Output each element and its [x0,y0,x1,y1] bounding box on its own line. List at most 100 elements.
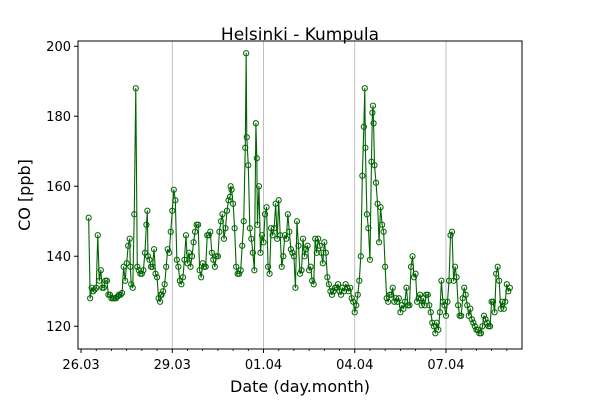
data-point [94,232,101,239]
data-point [429,319,436,326]
data-point [491,309,498,316]
data-point [272,200,279,207]
data-point [356,277,363,284]
data-point [248,235,255,242]
data-point [299,235,307,242]
data-point [506,284,513,291]
data-point [261,211,269,218]
data-point [461,284,468,291]
data-point [370,120,377,127]
data-point [365,225,372,232]
plot-frame [77,40,523,350]
data-point [369,109,376,116]
data-point [217,218,225,225]
data-point [253,155,260,162]
data-point [432,330,439,337]
data-point [245,162,252,169]
data-point [347,284,354,291]
data-point [207,228,214,235]
data-point [103,277,110,284]
data-point [312,235,319,242]
y-tick-label: 140 [46,250,71,265]
data-point [169,207,176,214]
data-point [243,50,250,57]
data-point [494,263,501,270]
data-point [252,120,259,127]
data-point [341,288,348,295]
data-point [298,267,305,274]
data-point [490,298,497,305]
y-tick-label: 200 [46,40,71,55]
data-point [150,246,158,253]
data-point [448,228,456,235]
data-point [246,225,253,232]
data-point [122,277,129,284]
data-point [444,298,451,305]
data-point [442,312,450,319]
data-point [302,246,310,253]
data-point [190,239,197,246]
data-point [409,253,416,260]
data-point [353,302,360,309]
data-point [462,291,469,298]
data-point [415,295,422,302]
data-point [208,249,215,256]
data-point [458,312,465,319]
y-tick-label: 160 [46,180,71,195]
data-point [413,298,421,305]
data-point [228,186,235,193]
data-point [480,312,488,319]
data-point [287,246,294,253]
data-point [123,260,130,267]
data-point [310,281,317,288]
data-point [277,232,284,239]
data-point [379,221,386,228]
data-point [191,228,199,235]
data-point [269,232,276,239]
data-point [421,302,428,309]
data-point [328,291,336,298]
data-point [438,277,445,284]
data-point [125,242,132,249]
data-point [306,267,313,274]
data-point [91,286,98,293]
data-point [278,263,285,270]
data-point [371,162,378,169]
data-point [184,260,191,267]
data-point [214,253,221,260]
data-point [385,298,392,305]
data-point [153,274,161,281]
data-point [251,267,258,274]
data-point [225,197,232,204]
data-point [486,323,494,330]
data-point [383,295,390,302]
y-tick-label: 120 [46,320,71,335]
data-point [315,235,322,242]
data-point [304,242,311,249]
data-point [181,256,188,263]
data-point [236,270,243,277]
data-point [289,249,296,256]
data-point [424,291,431,298]
data-point [120,263,127,270]
x-tick-label: 29.03 [154,358,191,373]
data-point [339,284,346,291]
data-point [292,284,299,291]
data-point [436,309,443,316]
data-point [144,253,152,260]
data-point [175,263,182,270]
data-point [166,249,173,256]
data-point [395,295,402,302]
data-point [497,305,504,312]
data-point [179,274,187,281]
data-point [309,277,316,284]
data-point [237,267,244,274]
data-point [380,228,387,235]
data-point [499,298,506,305]
data-point [307,263,314,270]
data-point [161,281,168,288]
data-point [242,144,249,151]
data-point [388,291,395,298]
data-point [345,288,352,295]
